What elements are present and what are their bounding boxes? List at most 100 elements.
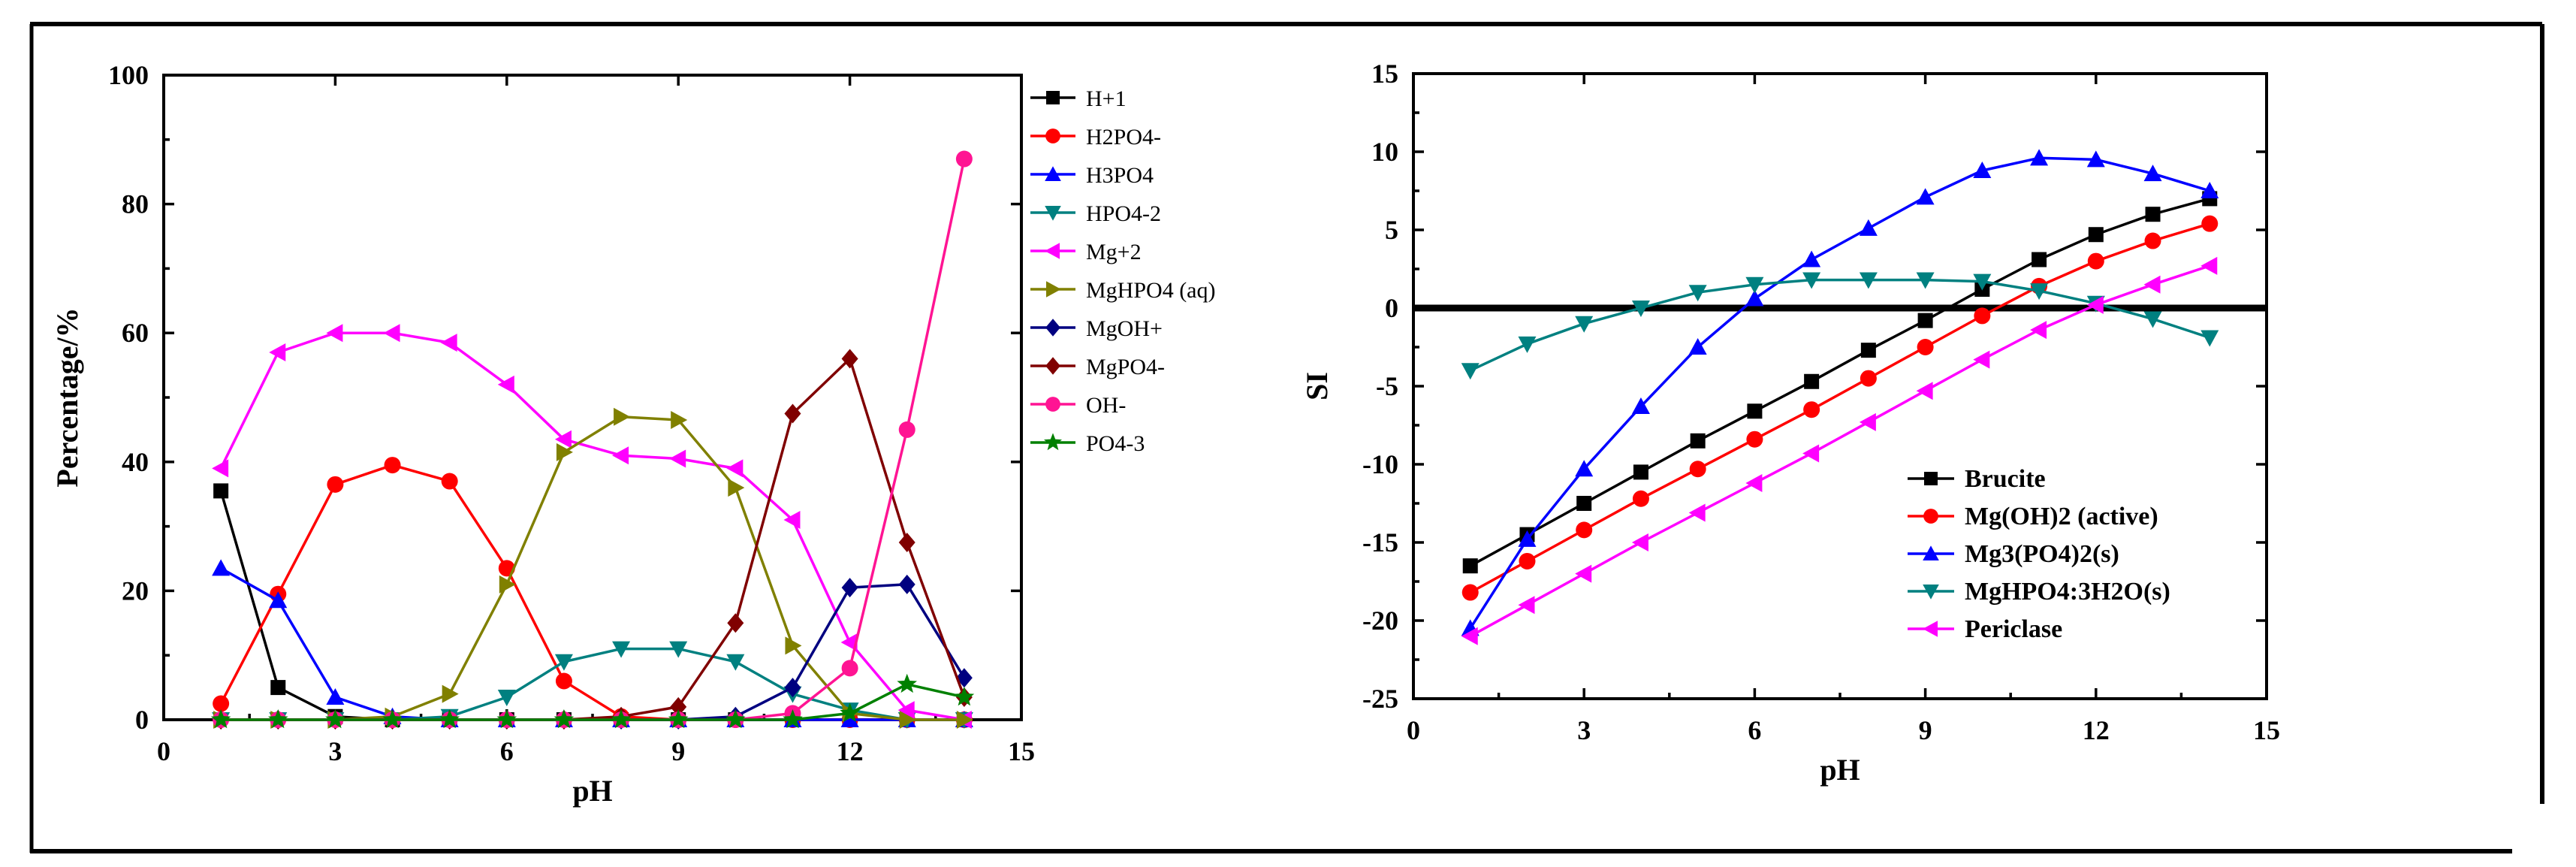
- data-point: [1747, 403, 1763, 419]
- data-point: [840, 633, 858, 652]
- data-point: [669, 449, 686, 468]
- data-point: [1632, 490, 1649, 507]
- legend-label: PO4-3: [1086, 431, 1145, 456]
- data-point: [383, 324, 400, 343]
- data-point: [213, 483, 229, 499]
- series-mghpo4-3h2o-s-: [1461, 272, 2219, 380]
- data-point: [213, 695, 230, 712]
- legend: Brucite Mg(OH)2 (active) Mg3(PO4)2(s) MgHPO…: [1908, 465, 2170, 643]
- data-point: [499, 575, 516, 594]
- series-line: [1469, 156, 2210, 630]
- data-point: [1688, 503, 1706, 522]
- data-point: [2200, 330, 2219, 347]
- legend-marker: [1923, 545, 1939, 560]
- data-point: [1631, 533, 1648, 551]
- legend-marker: [1045, 319, 1060, 337]
- data-point: [2145, 207, 2161, 222]
- data-point: [1518, 596, 1535, 615]
- data-point: [325, 709, 345, 729]
- y-tick-label: 10: [1371, 137, 1398, 167]
- data-point: [784, 678, 801, 698]
- x-tick-label: 0: [157, 736, 170, 766]
- x-tick-label: 6: [1748, 715, 1761, 745]
- data-point: [612, 446, 629, 465]
- data-point: [1974, 307, 1991, 325]
- data-point: [1461, 584, 1479, 601]
- data-point: [1802, 250, 1821, 267]
- y-tick-label: -25: [1362, 684, 1398, 714]
- x-axis-title: pH: [1820, 753, 1860, 787]
- data-point: [671, 411, 688, 430]
- data-point: [497, 689, 516, 706]
- data-point: [212, 559, 231, 576]
- data-point: [1631, 301, 1650, 317]
- series-line: [219, 331, 965, 721]
- series-line: [1469, 222, 2210, 594]
- data-point: [326, 687, 345, 705]
- data-point: [2030, 283, 2049, 301]
- data-point: [1519, 552, 1536, 569]
- data-point: [1802, 272, 1821, 289]
- series-line: [1469, 197, 2210, 567]
- data-point: [2086, 295, 2104, 314]
- data-point: [556, 443, 573, 461]
- data-point: [2143, 165, 2162, 182]
- y-tick-label: -15: [1362, 527, 1398, 557]
- data-point: [1916, 382, 1933, 400]
- y-tick-label: -20: [1362, 606, 1398, 636]
- data-point: [1859, 412, 1876, 431]
- legend: H+1 H2PO4- H3PO4 HPO4-2 Mg+2 MgHPO4 (aq) MgOH+…: [1030, 68, 1303, 481]
- legend-marker: [1045, 206, 1061, 221]
- legend-marker: [1046, 91, 1060, 104]
- legend-label: Mg(OH)2 (active): [1965, 503, 2158, 530]
- legend-label: MgOH+: [1086, 316, 1163, 341]
- data-point: [614, 407, 631, 426]
- data-point: [2143, 311, 2162, 328]
- series-h-1: [213, 483, 972, 727]
- x-tick-label: 12: [837, 736, 864, 766]
- data-point: [270, 680, 286, 696]
- data-point: [2144, 232, 2161, 249]
- y-tick-label: 60: [122, 318, 149, 348]
- data-point: [1803, 401, 1820, 418]
- legend-label: Mg+2: [1086, 240, 1142, 264]
- legend-marker: [1045, 397, 1060, 412]
- data-point: [956, 711, 973, 729]
- data-point: [611, 709, 632, 729]
- data-point: [1973, 161, 1992, 178]
- data-point: [210, 709, 231, 729]
- data-point: [668, 709, 689, 729]
- legend-label: HPO4-2: [1086, 201, 1161, 226]
- data-point: [2200, 256, 2218, 275]
- series-brucite: [1462, 191, 2218, 574]
- data-point: [439, 709, 460, 729]
- legend-label: H+1: [1086, 86, 1127, 111]
- data-point: [326, 324, 343, 343]
- data-point: [554, 709, 575, 729]
- legend-marker: [1046, 281, 1061, 298]
- y-tick-label: -5: [1376, 371, 1398, 401]
- data-point: [1461, 627, 1478, 645]
- data-point: [2200, 182, 2219, 198]
- data-point: [954, 687, 975, 706]
- data-point: [384, 457, 401, 474]
- data-point: [269, 343, 286, 361]
- legend-label: MgHPO4 (aq): [1086, 278, 1216, 303]
- x-axis-title: pH: [572, 774, 612, 808]
- data-point: [554, 654, 573, 671]
- data-point: [897, 701, 915, 720]
- legend-marker: [1923, 509, 1938, 524]
- x-tick-label: 9: [1919, 715, 1932, 745]
- data-point: [841, 578, 858, 598]
- data-point: [669, 641, 688, 658]
- data-point: [898, 533, 915, 553]
- data-point: [496, 709, 517, 729]
- right-chart-saturation-index: 0 3 6 9 12 15 -25 -20 -15 -10 -5 0 5 10 15 pH SI Brucite M…: [1300, 59, 2280, 787]
- legend-label: Mg3(PO4)2(s): [1965, 540, 2119, 568]
- data-point: [841, 660, 858, 677]
- series-periclase: [1461, 256, 2218, 645]
- data-point: [899, 711, 916, 729]
- data-point: [1633, 464, 1648, 480]
- series-mghpo4-aq-: [213, 407, 973, 729]
- data-point: [670, 696, 687, 717]
